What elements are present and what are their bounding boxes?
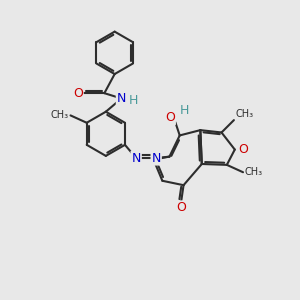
Text: N: N <box>117 92 126 105</box>
Text: CH₃: CH₃ <box>51 110 69 120</box>
Text: O: O <box>176 201 186 214</box>
Text: O: O <box>73 87 83 100</box>
Text: O: O <box>165 111 175 124</box>
Text: N: N <box>131 152 141 165</box>
Text: CH₃: CH₃ <box>236 109 253 118</box>
Text: H: H <box>129 94 139 107</box>
Text: CH₃: CH₃ <box>244 167 262 177</box>
Text: N: N <box>152 152 161 165</box>
Text: O: O <box>238 143 248 156</box>
Text: H: H <box>179 104 189 118</box>
